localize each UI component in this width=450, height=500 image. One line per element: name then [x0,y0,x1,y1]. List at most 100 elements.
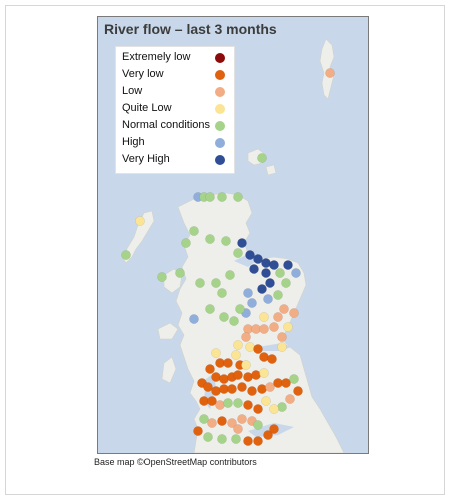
gauge-marker [289,308,299,318]
gauge-marker [233,248,243,258]
gauge-marker [225,270,235,280]
gauge-marker [193,426,203,436]
gauge-marker [277,332,287,342]
gauge-marker [217,288,227,298]
legend-item-low: Low [116,84,234,101]
outer-hebrides [121,210,155,264]
legend-dot-quite-low [215,104,225,114]
gauge-marker [263,294,273,304]
gauge-marker [285,394,295,404]
gauge-marker [195,278,205,288]
gauge-marker [233,424,243,434]
legend-label: Very low [122,68,164,80]
gauge-marker [261,396,271,406]
map-title: River flow – last 3 months [104,21,277,37]
legend-dot-extremely-low [215,53,225,63]
gauge-marker [237,382,247,392]
gauge-marker [223,398,233,408]
gauge-marker [235,304,245,314]
gauge-marker [265,382,275,392]
gauge-marker [243,288,253,298]
gauge-marker [253,344,263,354]
gauge-marker [279,304,289,314]
gauge-marker [215,400,225,410]
gauge-marker [293,386,303,396]
gauge-marker [231,350,241,360]
gauge-marker [277,342,287,352]
gauge-marker [207,396,217,406]
gauge-marker [189,314,199,324]
legend-label: High [122,136,145,148]
gauge-marker [253,420,263,430]
legend-label: Very High [122,153,170,165]
gauge-marker [233,398,243,408]
legend-label: Low [122,85,143,97]
gauge-marker [227,418,237,428]
gauge-marker [325,68,335,78]
gauge-marker [247,386,257,396]
gauge-marker [217,192,227,202]
gauge-marker [241,332,251,342]
gauge-marker [243,372,253,382]
mull-island [157,322,179,340]
legend-item-very-high: Very High [116,152,234,169]
gauge-marker [205,364,215,374]
gauge-marker [203,432,213,442]
legend-dot-very-low [215,70,225,80]
gauge-marker [251,370,261,380]
gauge-marker [247,298,257,308]
gauge-marker [211,372,221,382]
gauge-marker [233,340,243,350]
gauge-marker [199,414,209,424]
legend-item-high: High [116,135,234,152]
gauge-markers [121,68,335,446]
legend-item-normal: Normal conditions [116,118,234,135]
gauge-marker [205,192,215,202]
legend-dot-normal [215,121,225,131]
gauge-marker [219,374,229,384]
gauge-marker [273,290,283,300]
gauge-marker [257,284,267,294]
gauge-marker [261,258,271,268]
gauge-marker [223,358,233,368]
gauge-marker [289,374,299,384]
gauge-marker [233,370,243,380]
legend-item-very-low: Very low [116,67,234,84]
gauge-marker [265,278,275,288]
legend-dot-low [215,87,225,97]
gauge-marker [243,400,253,410]
gauge-marker [281,278,291,288]
gauge-marker [269,322,279,332]
gauge-marker [245,342,255,352]
gauge-marker [231,434,241,444]
gauge-marker [157,272,167,282]
gauge-marker [211,348,221,358]
legend: Extremely low Very low Low Quite Low Nor… [115,46,235,174]
gauge-marker [237,238,247,248]
gauge-marker [135,216,145,226]
gauge-marker [189,226,199,236]
gauge-marker [261,268,271,278]
gauge-marker [245,250,255,260]
gauge-marker [181,238,191,248]
gauge-marker [281,378,291,388]
gauge-marker [207,418,217,428]
gauge-marker [249,264,259,274]
gauge-marker [269,260,279,270]
gauge-marker [275,268,285,278]
gauge-marker [217,416,227,426]
gauge-marker [257,384,267,394]
legend-label: Quite Low [122,102,172,114]
gauge-marker [243,436,253,446]
legend-item-quite-low: Quite Low [116,101,234,118]
gauge-marker [277,402,287,412]
gauge-marker [259,368,269,378]
legend-label: Extremely low [122,51,191,63]
gauge-marker [253,436,263,446]
legend-dot-very-high [215,155,225,165]
map-frame: River flow – last 3 months Extremely low… [97,16,369,454]
gauge-marker [263,430,273,440]
gauge-marker [221,236,231,246]
gauge-marker [253,404,263,414]
gauge-marker [205,304,215,314]
